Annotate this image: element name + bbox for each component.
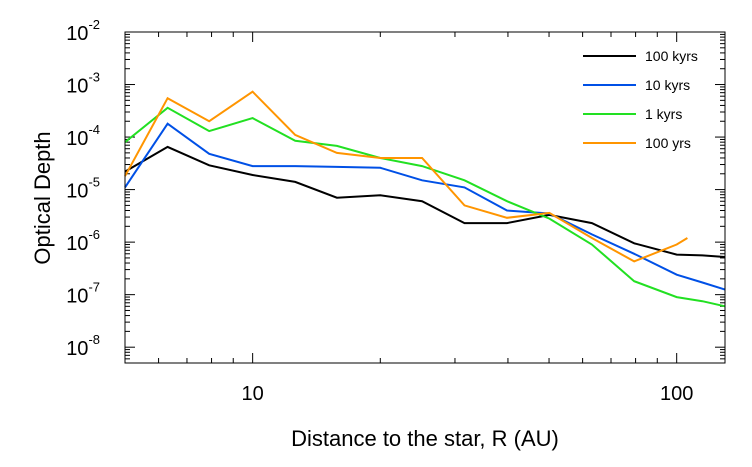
legend-label-3: 100 yrs (645, 135, 691, 151)
y-tick-label: 10-7 (66, 280, 100, 308)
legend: 100 kyrs 10 kyrs 1 kyrs 100 yrs (583, 48, 698, 151)
plot-frame (124, 31, 726, 364)
y-tick-label: 10-4 (66, 122, 100, 150)
y-axis-title: Optical Depth (30, 131, 55, 264)
y-tick-label: 10-3 (66, 70, 100, 98)
x-axis-title: Distance to the star, R (AU) (291, 426, 559, 451)
legend-label-2: 1 kyrs (645, 106, 682, 122)
series-line-0 (124, 145, 726, 258)
y-axis-ticks: 10-2 10-3 10-4 10-5 10-6 10-7 10-8 (66, 17, 725, 364)
series-line-3 (124, 90, 688, 263)
x-tick-label: 10 (242, 383, 264, 405)
series-lines (124, 90, 726, 308)
series-line-2 (124, 106, 726, 308)
y-tick-label: 10-5 (66, 175, 100, 203)
x-tick-label: 100 (660, 383, 693, 405)
x-axis-ticks: 10 100 (124, 32, 693, 405)
legend-label-1: 10 kyrs (645, 77, 690, 93)
plot-area: 10-2 10-3 10-4 10-5 10-6 10-7 10-8 10 100 (66, 17, 726, 405)
legend-label-0: 100 kyrs (645, 48, 698, 64)
y-tick-label: 10-8 (66, 332, 100, 360)
series-line-1 (124, 122, 726, 291)
y-tick-label: 10-2 (66, 17, 100, 45)
y-tick-label: 10-6 (66, 227, 100, 255)
